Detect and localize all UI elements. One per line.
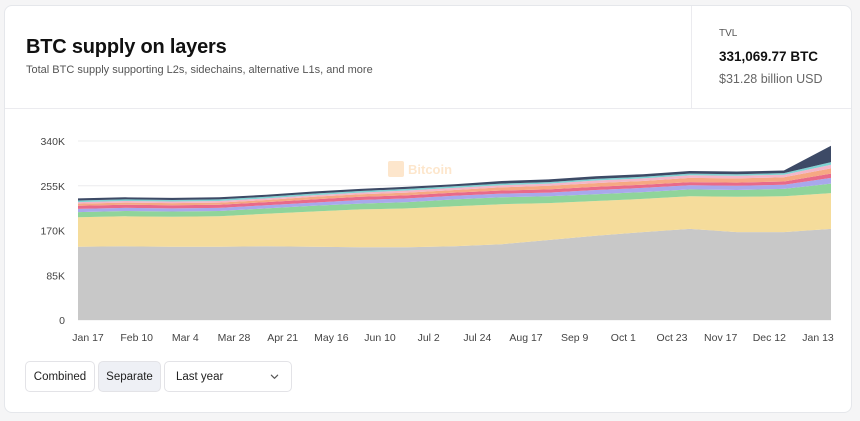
chart-subtitle: Total BTC supply supporting L2s, sidecha… bbox=[26, 64, 373, 76]
watermark: Bitcoin bbox=[388, 161, 452, 177]
x-axis: Jan 17 Feb 10 Mar 4 Mar 28 Apr 21 May 16 Jun 1… bbox=[72, 332, 834, 344]
y-tick-label: 85K bbox=[46, 270, 65, 282]
y-tick-label: 340K bbox=[40, 136, 65, 148]
x-tick-label: Mar 4 bbox=[172, 332, 199, 344]
watermark-text: Bitcoin bbox=[408, 162, 452, 177]
tvl-btc-value: 331,069.77 BTC bbox=[719, 49, 819, 64]
combined-button-label: Combined bbox=[33, 370, 87, 383]
separate-button-label: Separate bbox=[106, 370, 153, 383]
x-tick-label: Feb 10 bbox=[120, 332, 153, 344]
x-tick-label: Nov 17 bbox=[704, 332, 737, 344]
stacked-area-chart[interactable]: 0 85K 170K 255K 340K Bitcoin Jan 17 Feb 10 Mar… bbox=[5, 110, 852, 350]
tvl-usd-value: $31.28 billion USD bbox=[719, 72, 823, 86]
x-tick-label: Jul 24 bbox=[463, 332, 491, 344]
x-tick-label: Oct 23 bbox=[657, 332, 688, 344]
chart-title: BTC supply on layers bbox=[26, 36, 227, 58]
x-tick-label: May 16 bbox=[314, 332, 349, 344]
bitcoin-logo-icon bbox=[388, 161, 404, 177]
y-tick-label: 170K bbox=[40, 226, 65, 238]
x-tick-label: Jan 17 bbox=[72, 332, 104, 344]
y-tick-label: 0 bbox=[59, 315, 65, 327]
separate-button[interactable]: Separate bbox=[98, 361, 161, 392]
series-area-2[interactable] bbox=[78, 193, 831, 248]
x-tick-label: Oct 1 bbox=[611, 332, 636, 344]
x-tick-label: Sep 9 bbox=[561, 332, 589, 344]
btc-supply-card: BTC supply on layers Total BTC supply su… bbox=[4, 5, 852, 413]
chevron-down-icon bbox=[270, 374, 279, 379]
range-select-value: Last year bbox=[176, 370, 224, 383]
series-area-3[interactable] bbox=[78, 183, 831, 218]
range-select[interactable]: Last year bbox=[164, 361, 292, 392]
series-area-5[interactable] bbox=[78, 173, 831, 209]
tvl-label: TVL bbox=[719, 28, 738, 39]
y-tick-label: 255K bbox=[40, 181, 65, 193]
x-tick-label: Jan 13 bbox=[802, 332, 834, 344]
series-area-9[interactable] bbox=[78, 145, 831, 201]
x-tick-label: Aug 17 bbox=[509, 332, 542, 344]
x-tick-label: Apr 21 bbox=[267, 332, 298, 344]
x-tick-label: Mar 28 bbox=[218, 332, 251, 344]
series-area-1[interactable] bbox=[78, 228, 831, 320]
x-tick-label: Dec 12 bbox=[753, 332, 786, 344]
combined-button[interactable]: Combined bbox=[25, 361, 95, 392]
series-area-4[interactable] bbox=[78, 177, 831, 213]
card-header: BTC supply on layers Total BTC supply su… bbox=[5, 6, 851, 109]
y-axis: 0 85K 170K 255K 340K bbox=[40, 136, 65, 327]
x-tick-label: Jun 10 bbox=[364, 332, 396, 344]
tvl-panel: TVL 331,069.77 BTC $31.28 billion USD bbox=[691, 6, 851, 109]
series-areas[interactable] bbox=[78, 145, 831, 320]
x-tick-label: Jul 2 bbox=[418, 332, 440, 344]
